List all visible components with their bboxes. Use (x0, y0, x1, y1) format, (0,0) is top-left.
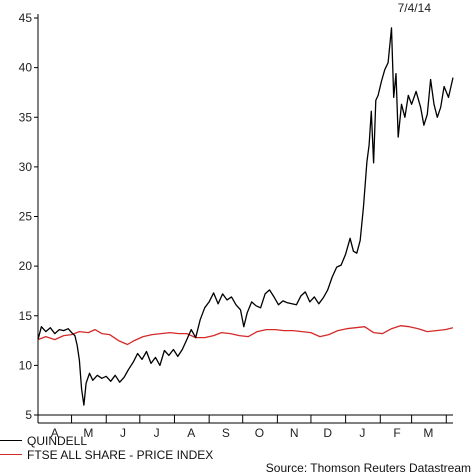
y-tick-label: 35 (19, 110, 33, 124)
legend-label-quindell: QUINDELL (27, 434, 88, 448)
series-line-quindell (37, 27, 454, 406)
axes: 5 10 15 20 25 30 35 40 45 A M J J A S O N D J F M (19, 11, 453, 440)
x-tick-label: M (83, 426, 93, 440)
x-tick-label: J (359, 426, 365, 440)
source-note: Source: Thomson Reuters Datastream (265, 461, 471, 475)
x-tick-label: F (393, 426, 400, 440)
series-lines (37, 27, 454, 406)
x-tick-label: O (255, 426, 264, 440)
y-tick-label: 25 (19, 210, 33, 224)
y-tick-label: 30 (19, 160, 33, 174)
series-line-ftse (37, 325, 454, 346)
x-tick-label: A (51, 426, 59, 440)
x-tick-label: J (154, 426, 160, 440)
x-tick-label: D (323, 426, 332, 440)
y-tick-label: 40 (19, 61, 33, 75)
x-tick-label: N (290, 426, 299, 440)
legend-swatch-quindell (0, 440, 22, 442)
x-tick-label: M (423, 426, 433, 440)
legend-label-ftse: FTSE ALL SHARE - PRICE INDEX (27, 448, 214, 462)
y-tick-label: 10 (19, 358, 33, 372)
y-tick-label: 20 (19, 259, 33, 273)
y-tick-label: 15 (19, 309, 33, 323)
x-tick-label: J (120, 426, 126, 440)
x-tick-label: S (222, 426, 230, 440)
y-tick-label: 45 (19, 11, 33, 25)
date-stamp: 7/4/14 (397, 1, 431, 15)
x-tick-label: A (187, 426, 195, 440)
legend-item-quindell: QUINDELL (0, 434, 87, 448)
legend-swatch-ftse (0, 454, 22, 456)
y-tick-label: 5 (25, 408, 32, 422)
legend-item-ftse: FTSE ALL SHARE - PRICE INDEX (0, 448, 213, 462)
